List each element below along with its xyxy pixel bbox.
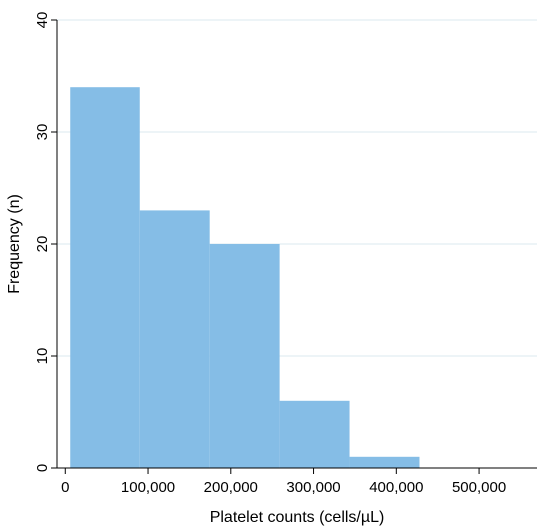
histogram-bars — [70, 87, 420, 468]
x-axis-ticks: 0 100,000 200,000 300,000 400,000 500,000 — [61, 468, 506, 496]
histogram-bar-5 — [349, 456, 420, 468]
x-tick-label-300000: 300,000 — [286, 479, 340, 496]
x-tick-label-400000: 400,000 — [369, 479, 423, 496]
y-tick-label-20: 20 — [34, 236, 51, 253]
y-tick-label-40: 40 — [34, 12, 51, 29]
y-axis-title: Frequency (n) — [6, 194, 23, 294]
histogram-bar-1 — [70, 87, 140, 468]
x-tick-label-500000: 500,000 — [452, 479, 506, 496]
y-axis-ticks: 0 10 20 30 40 — [34, 12, 57, 472]
x-tick-label-0: 0 — [61, 479, 69, 496]
y-tick-label-10: 10 — [34, 348, 51, 365]
y-tick-label-30: 30 — [34, 124, 51, 141]
x-axis-title: Platelet counts (cells/µL) — [210, 509, 385, 526]
x-tick-label-200000: 200,000 — [204, 479, 258, 496]
x-tick-label-100000: 100,000 — [121, 479, 175, 496]
histogram-bar-4 — [279, 400, 350, 468]
histogram-bar-2 — [139, 210, 210, 468]
y-tick-label-0: 0 — [34, 464, 51, 472]
histogram-bar-3 — [209, 244, 280, 468]
